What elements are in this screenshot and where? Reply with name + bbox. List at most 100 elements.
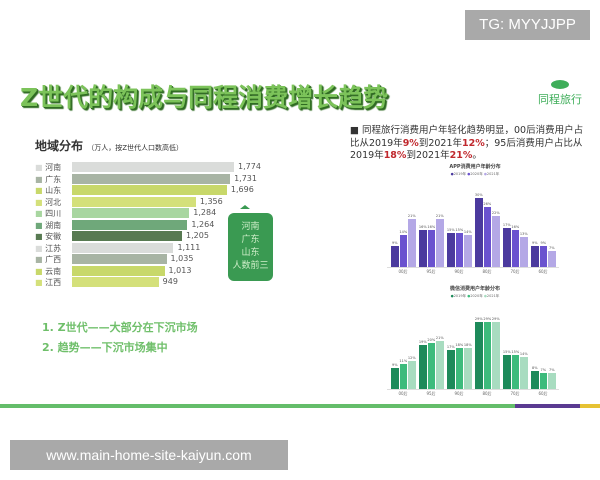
footer-bar-yellow [580,404,600,408]
bar [447,232,455,267]
bar-value-label: 21% [435,335,444,340]
region-value: 1,013 [168,265,192,275]
region-bar [72,173,231,184]
legend-dot-icon: ● [450,294,454,298]
region-value: 1,205 [186,231,209,240]
bar [503,227,511,267]
bar [492,216,500,267]
category-label: 60后 [538,391,548,396]
region-label: ■ 河南 [35,162,71,173]
region-value: 1,696 [230,185,254,194]
legend-square-icon: ■ [35,220,43,230]
bar-value-label: 19% [418,340,427,345]
bar-value-label: 11% [399,358,408,363]
chart-legend: ●2019年 ●2020年 ●2021年 [385,172,565,177]
bar-value-label: 12% [407,356,416,361]
bar-value-label: 15% [455,227,464,232]
region-value: 1,356 [199,196,223,206]
legend-square-icon: ■ [35,197,43,207]
region-value: 1,035 [170,254,194,263]
category-label: 60后 [538,269,548,274]
key-points: 1. Z世代——大部分在下沉市场 2. 趋势——下沉市场集中 [42,318,198,358]
bar [427,230,435,267]
region-name: 广西 [45,255,62,264]
legend-square-icon: ■ [35,278,43,287]
legend-dot-icon: ● [483,294,487,298]
legend-square-icon: ■ [35,266,43,276]
legend-square-icon: ■ [35,243,43,253]
bar-value-label: 9% [531,241,538,246]
region-label: ■ 湖南 [35,220,71,231]
summary-text: ■ 同程旅行消费用户年轻化趋势明显，00后消费用户占比从2019年9%到2021… [350,125,590,163]
callout-line: 山东 [241,248,260,258]
fish-logo-icon [551,80,569,89]
bar [464,234,472,267]
bar [531,370,539,389]
region-name: 广东 [45,174,62,184]
region-bar [72,185,227,195]
t: ■ 同程旅行消费用户年轻化趋势明显，00后消费用户占比从2019年 [350,125,584,149]
region-bar [72,231,183,241]
bar [427,343,435,389]
callout-line: 河南 [241,222,260,232]
bar-value-label: 16% [427,225,436,230]
chart-title: 微信消费用户年龄分布 [449,286,500,292]
region-label: ■ 江西 [35,277,71,288]
legend-label: 2021年 [486,172,500,176]
region-name: 云南 [45,266,62,276]
bar-value-label: 14% [519,351,528,356]
region-value: 1,774 [238,162,261,171]
t: 到2021年 [418,137,463,149]
region-bar [72,196,196,207]
bar [408,361,416,389]
legend-square-icon: ■ [35,174,43,184]
bar-value-label: 15% [502,349,511,354]
bar [539,246,547,267]
legend-square-icon: ■ [35,163,43,172]
legend-dot-icon: ● [467,294,471,298]
bar [548,250,556,267]
bar [511,354,519,389]
bar-value-label: 29% [491,317,500,322]
bar [455,232,463,267]
region-label: ■ 江苏 [35,243,71,254]
bar [483,322,491,389]
bar [447,349,455,389]
bar-value-label: 13% [519,232,528,237]
bar-value-label: 7% [548,245,555,250]
highlight: 12% [462,137,485,149]
bar [548,372,556,389]
bar-value-label: 9% [540,241,547,246]
highlight: 9% [402,137,419,149]
bar-value-label: 14% [399,229,408,234]
legend-square-icon: ■ [35,186,43,195]
category-label: 00后 [398,391,408,396]
bar-value-label: 8% [531,365,538,370]
t: ；95后消费用户占比从2019年 [350,137,583,162]
category-label: 90后 [454,269,464,274]
bar-value-label: 14% [463,229,472,234]
watermark-url: www.main-home-site-kaiyun.com [10,440,288,470]
region-label: ■ 安徽 [35,231,71,242]
region-name: 安徽 [45,232,62,241]
legend-square-icon: ■ [35,255,43,264]
region-label: ■ 广西 [35,254,71,265]
region-name: 山东 [45,186,62,195]
bar [539,372,547,389]
legend-square-icon: ■ [35,232,43,241]
region-name: 四川 [45,209,62,218]
page-title: Z世代的构成与同程消费增长趋势 [20,83,389,112]
x-axis [387,389,559,390]
region-name: 湖南 [45,220,62,230]
bar-value-label: 9% [391,241,398,246]
bar [503,354,511,389]
bar [464,347,472,389]
x-axis [387,267,559,268]
legend-label: 2021年 [486,294,500,298]
bar-value-label: 7% [540,367,547,372]
region-value: 1,731 [234,173,257,183]
point-item: 1. Z世代——大部分在下沉市场 [42,321,198,334]
chart-legend: ●2019年 ●2020年 ●2021年 [385,294,565,299]
category-label: 80后 [482,391,492,396]
region-name: 江苏 [45,243,62,253]
